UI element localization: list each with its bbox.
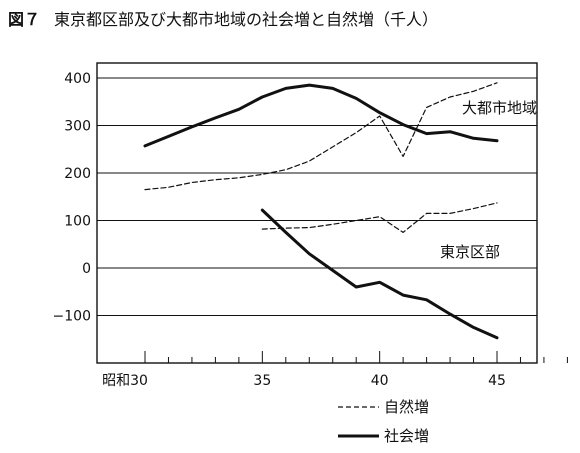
y-tick-label: 200 (64, 166, 91, 182)
figure-number: 図７ (8, 10, 41, 29)
figure-title-text: 東京都区部及び大都市地域の社会増と自然増（千人） (54, 10, 439, 29)
social-increase-line-tokyo-wards (260, 208, 499, 340)
y-tick-label: 100 (64, 214, 91, 230)
natural-increase-line-tokyo-wards (261, 202, 498, 233)
y-tick-labels: 400 300 200 100 0 −100 (53, 71, 91, 325)
plot-frame (96, 62, 538, 364)
legend: 自然増 社会増 (338, 398, 429, 445)
x-tick-label: 40 (371, 373, 389, 389)
y-tick-label: 400 (64, 71, 91, 87)
x-axis-ticks (144, 351, 568, 363)
y-tick-label: −100 (53, 309, 91, 325)
legend-label-natural: 自然増 (384, 398, 429, 416)
figure-title: 図７ 東京都区部及び大都市地域の社会増と自然増（千人） (8, 6, 438, 30)
x-tick-label: 35 (253, 373, 271, 389)
x-tick-label: 45 (488, 373, 506, 389)
y-tick-label: 300 (64, 119, 91, 135)
social-increase-line-metropolitan (143, 83, 499, 148)
region-label-metropolitan: 大都市地域 (462, 99, 537, 117)
gridlines (97, 77, 537, 316)
y-tick-label: 0 (82, 261, 91, 277)
legend-label-social: 社会増 (384, 427, 429, 445)
natural-increase-line-metropolitan (144, 82, 498, 191)
region-label-tokyo-wards: 東京区部 (440, 243, 500, 261)
series-lines (143, 82, 499, 340)
x-tick-label: 昭和30 (102, 373, 148, 389)
x-tick-labels: 昭和30 35 40 45 (102, 373, 506, 389)
